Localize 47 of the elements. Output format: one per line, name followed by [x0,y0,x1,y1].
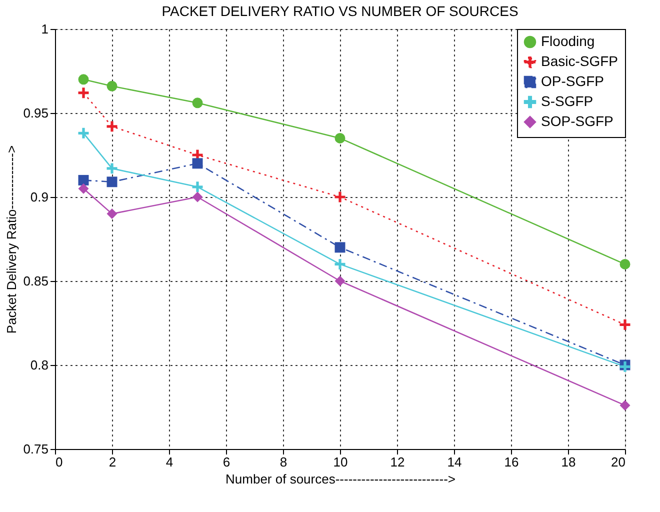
legend-label: SOP-SGFP [541,113,614,129]
point [620,258,630,270]
point [106,176,118,188]
point [78,88,89,98]
x-axis-title: Number of sources--------------------------> [226,472,456,486]
point [334,132,346,144]
point [334,242,346,253]
point [106,121,118,132]
x-tick-label: 18 [561,454,576,470]
point [78,174,89,186]
point [192,192,203,202]
legend-label: OP-SGFP [541,73,604,89]
legend-label: S-SGFP [541,93,594,109]
point [106,163,118,174]
point [334,276,346,286]
x-tick-label: 16 [504,454,519,470]
y-tick-label: 0.75 [23,442,48,456]
x-tick-label: 2 [108,454,116,470]
x-tick-label: 0 [56,454,63,470]
point [78,128,89,138]
point [78,183,89,194]
x-tick-label: 8 [280,454,288,470]
y-tick-label: 0.95 [23,106,48,120]
y-tick-label: 0.9 [30,190,48,204]
point [192,98,203,108]
point [192,158,203,169]
x-tick-label: 4 [166,454,174,470]
y-axis-title: Packet Delivery Ratio-------------> [4,145,20,334]
x-tick-label: 12 [390,454,405,470]
point [334,192,346,202]
x-tick-label: 6 [222,454,230,470]
legend-label: Basic-SGFP [541,53,618,69]
point [106,80,118,92]
legend-label: Flooding [541,33,595,49]
point [192,182,203,192]
chart-title: PACKET DELIVERY RATIO VS NUMBER OF SOURCES [162,3,518,19]
point [78,74,89,85]
point [106,208,118,220]
y-tick-label: 0.8 [30,358,48,372]
x-tick-label: 20 [611,454,626,470]
x-tick-label: 10 [333,454,348,470]
point [334,258,346,270]
point [620,400,630,411]
y-tick-label: 1 [41,22,48,36]
y-tick-label: 0.85 [23,274,48,288]
point [620,319,630,330]
x-tick-label: 14 [447,454,462,470]
